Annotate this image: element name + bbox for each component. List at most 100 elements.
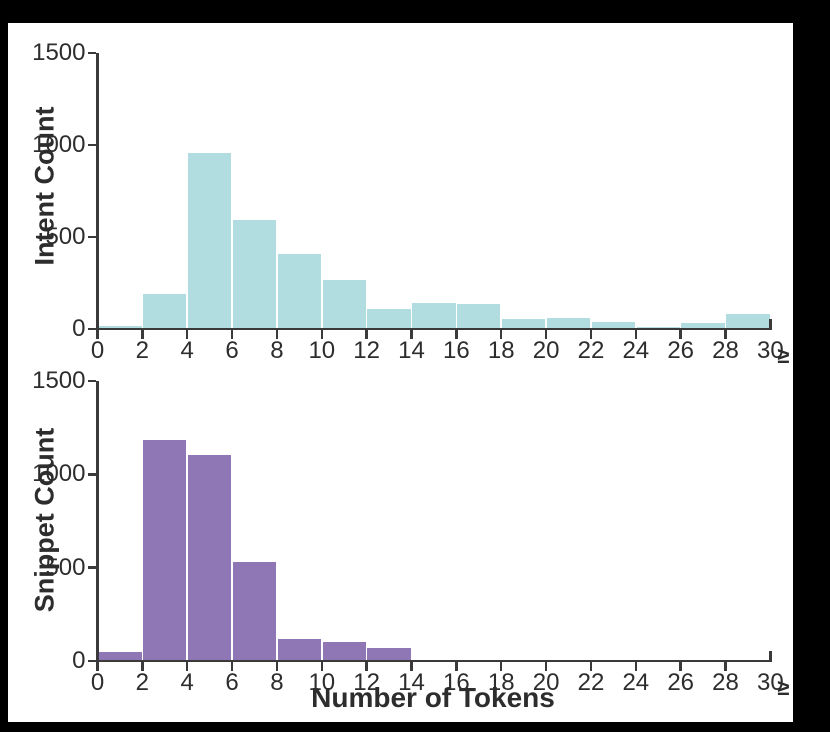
greater-equal-symbol: ≥ bbox=[777, 343, 790, 368]
x-tick-mark bbox=[679, 329, 682, 339]
x-axis-endcap-tick bbox=[769, 319, 772, 329]
x-tick-mark bbox=[185, 329, 189, 339]
x-tick-mark bbox=[634, 329, 638, 339]
x-tick-label: 6 bbox=[225, 669, 239, 696]
y-tick-mark bbox=[88, 143, 97, 147]
x-tick-label: 28 bbox=[712, 669, 739, 696]
x-tick-label: 28 bbox=[712, 337, 739, 364]
x-tick-mark bbox=[365, 329, 368, 339]
x-axis-title-number-of-tokens: Number of Tokens bbox=[311, 682, 555, 713]
x-tick-mark bbox=[275, 661, 279, 671]
x-tick-label: 10 bbox=[308, 337, 336, 364]
x-axis-line bbox=[96, 327, 772, 331]
x-tick-label: 18 bbox=[487, 669, 515, 696]
x-tick-label: 30 bbox=[757, 337, 784, 364]
y-tick-label: 0 bbox=[72, 647, 86, 674]
x-tick-mark bbox=[499, 661, 503, 671]
snippet-count-histogram: 0 500 1000 1500 0 2 4 6 8 10 12 14 16 18 20 22 24 26 28 30 ≥ bbox=[8, 23, 793, 722]
y-tick-label: 1500 bbox=[32, 39, 86, 66]
histogram-bar bbox=[322, 642, 366, 661]
x-tick-mark bbox=[141, 329, 144, 339]
x-tick-label: 20 bbox=[532, 669, 560, 696]
x-axis-line bbox=[96, 659, 772, 663]
histogram-bar bbox=[277, 254, 321, 329]
histogram-bar bbox=[546, 317, 591, 329]
y-tick-mark bbox=[88, 327, 97, 331]
intent-count-histogram: 0 500 1000 1500 0 2 4 6 8 10 12 14 16 18 20 22 24 26 28 30 ≥ bbox=[8, 23, 793, 722]
x-tick-mark bbox=[724, 329, 727, 339]
x-tick-label: 16 bbox=[443, 337, 470, 364]
x-tick-mark bbox=[410, 661, 413, 671]
histogram-bar bbox=[98, 326, 142, 329]
x-tick-label: 10 bbox=[308, 669, 336, 696]
x-tick-mark bbox=[365, 661, 368, 671]
histogram-bar bbox=[322, 280, 366, 329]
x-tick-label: 26 bbox=[667, 337, 695, 364]
histogram-bar bbox=[412, 303, 456, 329]
x-tick-label: 24 bbox=[622, 669, 650, 696]
x-tick-label: 24 bbox=[622, 337, 650, 364]
histogram-bar bbox=[367, 308, 411, 329]
x-tick-mark bbox=[410, 329, 413, 339]
x-tick-mark bbox=[230, 329, 234, 339]
x-tick-label: 0 bbox=[90, 669, 105, 696]
x-tick-mark bbox=[320, 329, 324, 339]
x-tick-mark bbox=[185, 661, 189, 671]
x-tick-mark bbox=[499, 329, 503, 339]
histogram-bar bbox=[188, 454, 232, 661]
y-axis-line bbox=[96, 381, 99, 663]
x-tick-label: 8 bbox=[270, 669, 284, 696]
y-tick-label: 1500 bbox=[32, 367, 86, 394]
histogram-bar bbox=[367, 647, 411, 661]
histogram-bar bbox=[232, 562, 277, 661]
x-tick-mark bbox=[230, 661, 234, 671]
x-tick-mark bbox=[96, 329, 99, 339]
y-tick-label: 0 bbox=[72, 315, 86, 342]
x-tick-mark bbox=[320, 661, 324, 671]
x-tick-label: 8 bbox=[270, 337, 284, 364]
x-tick-label: 4 bbox=[180, 337, 194, 364]
histogram-bar bbox=[277, 638, 321, 661]
x-tick-label: 6 bbox=[225, 337, 239, 364]
histogram-bar bbox=[726, 313, 770, 329]
y-tick-mark bbox=[88, 235, 97, 239]
x-tick-mark bbox=[679, 661, 682, 671]
x-tick-label: 16 bbox=[443, 669, 470, 696]
y-tick-label: 1000 bbox=[32, 131, 86, 158]
x-tick-mark bbox=[455, 661, 458, 671]
x-tick-mark bbox=[141, 661, 144, 671]
x-tick-mark bbox=[96, 661, 99, 671]
x-tick-mark bbox=[544, 329, 548, 339]
x-tick-mark bbox=[455, 329, 458, 339]
y-tick-mark bbox=[88, 51, 97, 55]
x-tick-mark bbox=[275, 329, 279, 339]
x-tick-label: 12 bbox=[353, 669, 380, 696]
x-tick-label: 4 bbox=[180, 669, 194, 696]
x-tick-mark bbox=[634, 661, 638, 671]
y-tick-label: 500 bbox=[45, 223, 86, 250]
x-tick-label: 14 bbox=[398, 669, 425, 696]
y-tick-label: 500 bbox=[45, 553, 86, 581]
x-tick-mark bbox=[544, 661, 548, 671]
histogram-bar bbox=[188, 153, 232, 329]
histogram-bar bbox=[232, 220, 277, 329]
histogram-bar bbox=[502, 319, 546, 329]
histogram-bar bbox=[681, 323, 725, 329]
histogram-bar bbox=[143, 439, 187, 661]
histogram-bar bbox=[143, 294, 187, 329]
histogram-bar bbox=[591, 321, 635, 329]
y-tick-mark bbox=[88, 566, 97, 569]
x-tick-mark bbox=[724, 661, 727, 671]
x-tick-label: 22 bbox=[577, 337, 605, 364]
x-tick-label: 26 bbox=[667, 669, 695, 696]
x-tick-label: 2 bbox=[135, 337, 150, 364]
x-tick-label: 30 bbox=[757, 669, 784, 696]
x-tick-label: 20 bbox=[532, 337, 560, 364]
x-tick-label: 0 bbox=[90, 337, 105, 364]
y-tick-mark bbox=[88, 659, 97, 663]
histogram-bar bbox=[457, 304, 501, 329]
x-tick-label: 14 bbox=[398, 337, 425, 364]
x-tick-mark bbox=[589, 329, 593, 339]
x-tick-label: 18 bbox=[487, 337, 515, 364]
